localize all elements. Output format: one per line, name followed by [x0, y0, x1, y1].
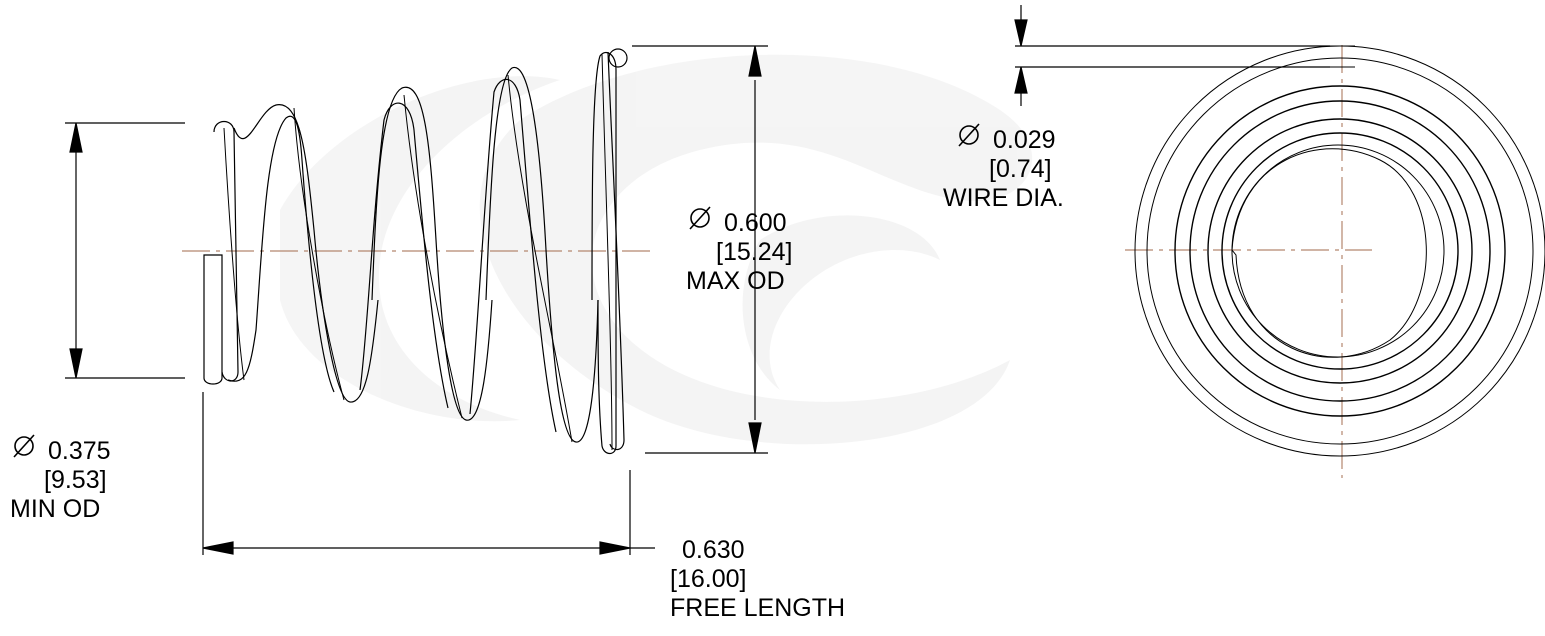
spring-end-view — [1125, 45, 1545, 478]
min-od-label: 0.375 [9.53] MIN OD — [10, 431, 111, 524]
coil-ring-2 — [1174, 85, 1506, 417]
watermark-logo — [280, 54, 1033, 445]
wire-dia-metric: [0.74] — [989, 155, 1052, 183]
min-od-metric: [9.53] — [44, 466, 107, 494]
free-length-caption: FREE LENGTH — [670, 594, 846, 622]
free-length-metric: [16.00] — [670, 565, 747, 593]
wire-dia-caption: WIRE DIA. — [943, 184, 1064, 212]
outer-coil-outer — [1134, 45, 1545, 457]
max-od-label: 0.600 [15.24] MAX OD — [686, 203, 792, 296]
wire-dia-label: 0.029 [0.74] WIRE DIA. — [943, 120, 1064, 213]
diameter-symbol-icon — [955, 120, 983, 148]
coil-ring-3 — [1189, 100, 1491, 402]
inner-coil-outer — [1231, 144, 1445, 358]
min-od-dimension — [65, 122, 185, 379]
spring-side-view — [182, 48, 652, 455]
max-od-value: 0.600 — [724, 209, 787, 237]
spring-back-coils — [223, 53, 613, 451]
diameter-symbol-icon — [10, 431, 38, 459]
min-od-caption: MIN OD — [10, 495, 101, 523]
wire-dia-dimension — [1014, 5, 1330, 106]
max-od-metric: [15.24] — [716, 238, 793, 266]
inner-coil-end — [1231, 148, 1427, 358]
free-length-value: 0.630 — [682, 536, 745, 564]
wire-dia-value: 0.029 — [993, 126, 1056, 154]
coil-ring-4 — [1207, 118, 1473, 384]
diameter-symbol-icon — [686, 203, 714, 231]
free-length-label: 0.630 [16.00] FREE LENGTH — [670, 536, 845, 623]
outer-coil-inner — [1146, 57, 1534, 445]
max-od-dimension — [632, 45, 768, 454]
min-od-value: 0.375 — [48, 437, 111, 465]
max-od-caption: MAX OD — [686, 267, 785, 295]
coil-ring-5 — [1221, 132, 1459, 370]
wire-end-circle — [608, 48, 628, 68]
free-length-dimension — [202, 392, 655, 555]
spring-front-coils — [203, 48, 628, 455]
